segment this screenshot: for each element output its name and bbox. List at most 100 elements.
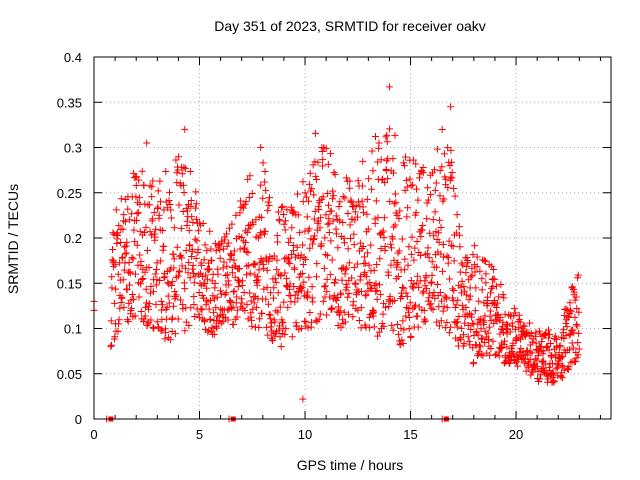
data-point	[145, 300, 153, 308]
data-point	[569, 326, 577, 334]
data-point	[253, 304, 261, 312]
data-point	[224, 306, 232, 314]
data-point	[484, 293, 492, 301]
data-point	[482, 279, 490, 287]
data-point	[496, 314, 504, 322]
data-point	[295, 288, 303, 296]
data-point	[274, 208, 282, 216]
data-point	[265, 202, 273, 210]
data-point	[145, 305, 153, 313]
data-point	[392, 198, 400, 206]
data-point	[167, 206, 175, 214]
data-point	[471, 307, 479, 315]
data-point	[325, 228, 333, 236]
data-point	[526, 319, 534, 327]
data-point	[197, 261, 205, 269]
data-point	[257, 213, 265, 221]
data-point	[311, 207, 319, 215]
data-point	[236, 209, 244, 217]
data-point	[426, 191, 434, 199]
data-point	[502, 325, 510, 333]
data-point	[563, 305, 571, 313]
data-point	[346, 221, 354, 229]
data-point	[265, 257, 273, 265]
data-point	[406, 299, 414, 307]
data-point	[312, 176, 320, 184]
data-point	[228, 252, 236, 260]
data-point	[558, 361, 566, 369]
data-point	[137, 308, 145, 316]
data-point	[255, 266, 263, 274]
data-point	[324, 160, 332, 168]
data-point	[239, 204, 247, 212]
data-point	[277, 271, 285, 279]
data-point	[478, 286, 486, 294]
data-point	[135, 176, 143, 184]
data-point	[337, 291, 345, 299]
data-point	[472, 284, 480, 292]
grid	[94, 57, 611, 419]
data-point	[338, 276, 346, 284]
data-point	[201, 241, 209, 249]
data-point	[369, 167, 377, 175]
data-point	[307, 318, 315, 326]
data-point	[427, 279, 435, 287]
data-point	[280, 298, 288, 306]
data-point	[163, 303, 171, 311]
data-point	[122, 242, 130, 250]
data-point	[495, 352, 503, 360]
data-point	[389, 155, 397, 163]
y-tick-label: 0.35	[57, 95, 82, 110]
data-point	[368, 147, 376, 155]
data-point	[415, 283, 423, 291]
data-point	[253, 281, 261, 289]
data-point	[114, 270, 122, 278]
data-point	[187, 252, 195, 260]
data-point	[217, 305, 225, 313]
data-point	[281, 330, 289, 338]
data-point	[458, 259, 466, 267]
data-point	[375, 328, 383, 336]
data-point	[444, 184, 452, 192]
data-point	[263, 266, 271, 274]
data-point	[224, 277, 232, 285]
data-point	[414, 196, 422, 204]
data-point	[131, 238, 139, 246]
data-point	[181, 327, 189, 335]
data-point	[546, 330, 554, 338]
data-point	[531, 355, 539, 363]
data-point	[560, 312, 568, 320]
data-point	[391, 190, 399, 198]
data-point	[291, 265, 299, 273]
data-point	[516, 318, 524, 326]
data-point	[327, 237, 335, 245]
data-point	[175, 201, 183, 209]
data-point	[192, 204, 200, 212]
data-point	[448, 158, 456, 166]
data-point	[298, 283, 306, 291]
data-point	[282, 325, 290, 333]
data-point	[191, 272, 199, 280]
data-point	[257, 144, 265, 151]
data-point	[469, 251, 477, 259]
data-point	[156, 198, 164, 206]
data-point	[179, 305, 187, 313]
data-point	[548, 352, 556, 360]
data-point	[119, 217, 127, 225]
data-point	[225, 224, 233, 232]
data-point	[497, 344, 505, 352]
data-point	[211, 240, 219, 248]
data-point	[475, 297, 483, 305]
data-point	[384, 175, 392, 183]
data-point	[465, 296, 473, 304]
data-point	[342, 265, 350, 273]
data-point	[270, 284, 278, 292]
data-point	[190, 301, 198, 309]
data-point	[374, 214, 382, 222]
data-point	[477, 351, 485, 359]
data-point	[175, 153, 183, 161]
data-point	[246, 269, 254, 277]
data-point	[294, 190, 302, 198]
data-point	[373, 286, 381, 294]
data-point	[128, 254, 136, 262]
